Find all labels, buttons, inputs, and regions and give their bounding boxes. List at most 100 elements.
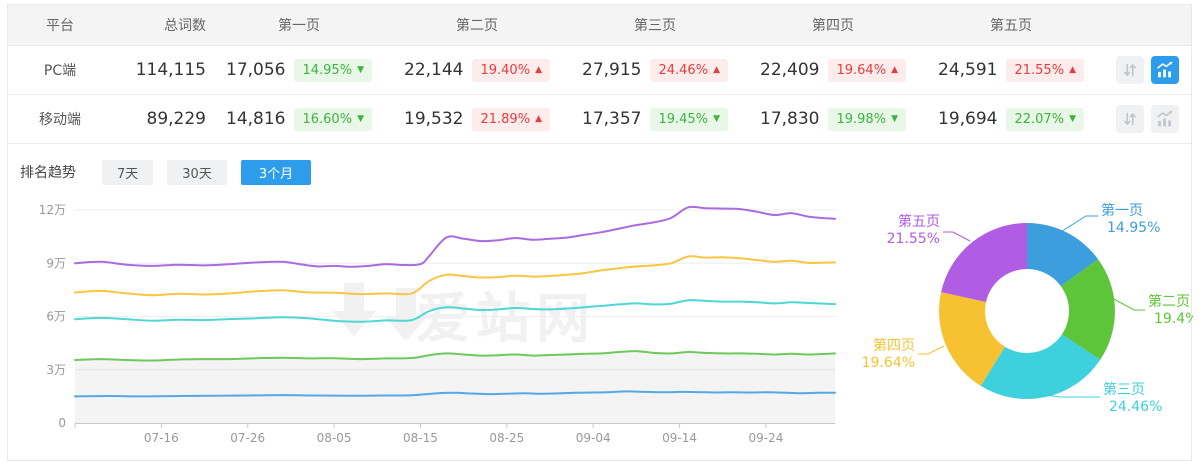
- platform-label: PC端: [43, 63, 77, 79]
- table-row-pc[interactable]: PC端 114,115 17,056 14.95% ▼ 22,144 19.40%…: [8, 46, 1191, 95]
- page1-cell: 17,056 14.95% ▼: [210, 58, 388, 82]
- page4-cell: 17,830 19.98% ▼: [744, 107, 922, 131]
- trend-arrow-icon: ▲: [535, 64, 542, 75]
- page-value: 22,409: [760, 60, 820, 80]
- donut-leader-line: [1058, 215, 1098, 234]
- sort-button[interactable]: [1116, 105, 1144, 133]
- y-axis-label: 3万: [46, 363, 66, 377]
- change-badge: 19.45% ▼: [650, 107, 728, 131]
- sort-button[interactable]: [1116, 56, 1144, 84]
- x-axis-label: 09-04: [576, 431, 611, 445]
- trend-arrow-icon: ▲: [713, 64, 720, 75]
- series-line-第三页[interactable]: [74, 299, 836, 323]
- page1-cell: 14,816 16.60% ▼: [210, 107, 388, 131]
- x-axis-label: 09-24: [748, 431, 783, 445]
- page5-cell: 24,591 21.55% ▲: [922, 58, 1100, 82]
- header-cell-platform: 平台: [46, 18, 74, 34]
- header-cell-page3: 第三页: [634, 18, 676, 34]
- trend-arrow-icon: ▲: [891, 64, 898, 75]
- total-words-value: 89,229: [146, 109, 206, 129]
- page5-cell: 19,694 22.07% ▼: [922, 107, 1100, 131]
- donut-label-percent: 14.95%: [1107, 220, 1160, 236]
- change-badge: 19.98% ▼: [828, 107, 906, 131]
- donut-leader-line: [918, 345, 945, 355]
- x-axis-label: 07-26: [230, 431, 265, 445]
- page-value: 27,915: [582, 60, 642, 80]
- trend-arrow-icon: ▼: [1069, 113, 1076, 124]
- page-value: 24,591: [938, 60, 998, 80]
- donut-label-percent: 21.55%: [887, 231, 940, 247]
- platform-label: 移动端: [39, 112, 81, 128]
- x-axis-label: 07-16: [144, 431, 179, 445]
- header-cell-page4: 第四页: [812, 18, 854, 34]
- page2-cell: 19,532 21.89% ▲: [388, 107, 566, 131]
- donut-label-percent: 19.64%: [862, 355, 915, 371]
- donut-slice-第五页[interactable]: [941, 223, 1027, 302]
- donut-label-percent: 24.46%: [1109, 399, 1162, 415]
- svg-text:爱站网: 爱站网: [416, 287, 596, 350]
- row-actions: [1100, 56, 1191, 84]
- page-value: 19,694: [938, 109, 998, 129]
- donut-label-percent: 19.4%: [1154, 311, 1193, 327]
- header-cell-total: 总词数: [164, 18, 206, 34]
- page-value: 19,532: [404, 109, 464, 129]
- donut-slice-第二页[interactable]: [1060, 259, 1115, 360]
- x-axis-label: 08-15: [403, 431, 438, 445]
- change-badge: 22.07% ▼: [1006, 107, 1084, 131]
- donut-slice-第四页[interactable]: [939, 292, 1005, 386]
- line-bar-chart-icon: [1157, 110, 1173, 127]
- change-badge: 19.40% ▲: [472, 58, 550, 82]
- donut-leader-line: [1020, 391, 1100, 398]
- page-value: 17,357: [582, 109, 642, 129]
- x-axis-label: 08-05: [317, 431, 352, 445]
- trend-arrow-icon: ▼: [357, 64, 364, 75]
- tab-7days[interactable]: 7天: [102, 159, 154, 185]
- sort-arrows-icon: [1124, 112, 1136, 126]
- line-bar-chart-icon: [1157, 61, 1173, 78]
- change-badge: 14.95% ▼: [294, 58, 372, 82]
- rank-trend-line-chart: 爱站网 0 3万 6万 9万 12万 07-16 07-26 08-05 08-15 08-25 0…: [39, 203, 836, 445]
- series-line-第一页[interactable]: [74, 390, 836, 398]
- y-axis-label: 6万: [46, 310, 66, 324]
- page3-cell: 17,357 19.45% ▼: [566, 107, 744, 131]
- x-axis-label: 09-14: [662, 431, 697, 445]
- donut-slice-第三页[interactable]: [980, 334, 1101, 400]
- trend-arrow-icon: ▼: [713, 113, 720, 124]
- series-area-第二页: [75, 351, 835, 423]
- rank-trend-header: 排名趋势 7天 30天 3个月: [20, 159, 312, 185]
- y-axis-label: 9万: [46, 256, 66, 270]
- page-value: 22,144: [404, 60, 464, 80]
- donut-leader-line: [943, 231, 971, 242]
- series-line-第五页[interactable]: [74, 205, 836, 268]
- series-line-第二页[interactable]: [74, 350, 836, 362]
- trend-arrow-icon: ▲: [535, 113, 542, 124]
- header-cell-page1: 第一页: [278, 18, 320, 34]
- header-cell-page2: 第二页: [456, 18, 498, 34]
- series-line-第四页[interactable]: [74, 255, 836, 297]
- trend-arrow-icon: ▼: [357, 113, 364, 124]
- table-row-mobile[interactable]: 移动端 89,229 14,816 16.60% ▼ 19,532 21.89% ▲…: [8, 95, 1191, 144]
- y-axis-label: 12万: [39, 203, 66, 217]
- page4-cell: 22,409 19.64% ▲: [744, 58, 922, 82]
- keyword-rank-panel: 平台 总词数 第一页 第二页 第三页 第四页 第五页 PC端 114,115 1…: [7, 4, 1193, 461]
- donut-label-name: 第一页: [1101, 202, 1143, 219]
- trend-arrow-icon: ▲: [1069, 64, 1076, 75]
- sort-arrows-icon: [1124, 63, 1136, 77]
- tab-3months[interactable]: 3个月: [240, 159, 312, 185]
- page-value: 17,056: [226, 60, 286, 80]
- donut-leader-line: [1111, 297, 1145, 311]
- tab-30days[interactable]: 30天: [167, 159, 227, 185]
- page-value: 17,830: [760, 109, 820, 129]
- y-axis-label: 0: [58, 416, 66, 430]
- chart-toggle-button[interactable]: [1151, 56, 1179, 84]
- chart-toggle-button[interactable]: [1151, 105, 1179, 133]
- donut-label-name: 第三页: [1103, 381, 1145, 398]
- rank-trend-title: 排名趋势: [20, 165, 76, 181]
- change-badge: 21.89% ▲: [472, 107, 550, 131]
- donut-slice-第一页[interactable]: [1027, 223, 1098, 287]
- trend-arrow-icon: ▼: [891, 113, 898, 124]
- page2-cell: 22,144 19.40% ▲: [388, 58, 566, 82]
- header-cell-page5: 第五页: [990, 18, 1032, 34]
- donut-label-name: 第四页: [873, 337, 915, 354]
